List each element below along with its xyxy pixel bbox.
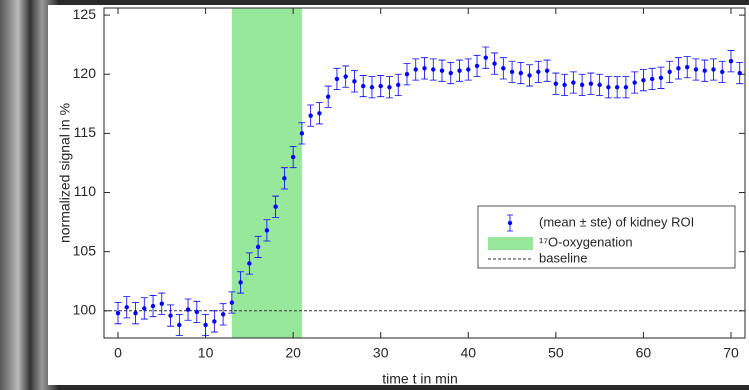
data-point: [667, 70, 671, 74]
data-point: [273, 205, 277, 209]
data-point: [510, 70, 514, 74]
data-point: [449, 71, 453, 75]
data-point: [440, 68, 444, 72]
data-point: [160, 301, 164, 305]
data-point: [168, 313, 172, 317]
data-point: [615, 85, 619, 89]
data-point: [343, 74, 347, 78]
y-tick-label: 120: [73, 65, 97, 81]
data-point: [475, 64, 479, 68]
data-point: [291, 155, 295, 159]
data-point: [238, 280, 242, 284]
data-point: [405, 72, 409, 76]
data-point: [554, 81, 558, 85]
legend-band: [488, 237, 533, 250]
chart: time t in min normalized signal in % 0 10…: [0, 0, 749, 390]
data-point: [711, 67, 715, 71]
data-point: [457, 68, 461, 72]
data-point: [641, 78, 645, 82]
data-point: [414, 67, 418, 71]
x-tick-label: 0: [114, 345, 122, 361]
data-point: [685, 65, 689, 69]
data-point: [606, 85, 610, 89]
y-axis-label: normalized signal in %: [57, 103, 73, 243]
data-point: [326, 95, 330, 99]
x-tick-label: 20: [285, 345, 301, 361]
data-point: [527, 73, 531, 77]
data-point: [501, 66, 505, 70]
data-point: [545, 68, 549, 72]
data-point: [247, 261, 251, 265]
page: time t in min normalized signal in % 0 10…: [0, 0, 749, 390]
y-tick-label: 110: [74, 183, 97, 199]
data-point: [624, 85, 628, 89]
data-point: [729, 59, 733, 63]
data-point: [125, 305, 129, 309]
data-point: [308, 113, 312, 117]
x-axis-label: time t in min: [382, 371, 457, 387]
data-point: [562, 83, 566, 87]
data-point: [203, 323, 207, 327]
data-point: [580, 83, 584, 87]
legend-label: baseline: [539, 250, 587, 265]
data-point: [177, 323, 181, 327]
data-point: [694, 67, 698, 71]
oxygenation-band: [232, 8, 302, 338]
data-point: [352, 79, 356, 83]
data-point: [361, 84, 365, 88]
legend-label: (mean ± ste) of kidney ROI: [539, 214, 694, 229]
data-point: [738, 71, 742, 75]
x-tick-label: 60: [636, 345, 652, 361]
data-point: [151, 304, 155, 308]
data-point: [536, 70, 540, 74]
data-point: [597, 83, 601, 87]
data-point: [387, 85, 391, 89]
x-tick-label: 70: [723, 345, 739, 361]
data-point: [519, 71, 523, 75]
data-point: [317, 111, 321, 115]
data-point: [195, 310, 199, 314]
legend-label: ¹⁷O-oxygenation: [539, 234, 633, 249]
data-point: [221, 312, 225, 316]
data-point: [335, 77, 339, 81]
x-tick-label: 50: [548, 345, 564, 361]
data-point: [431, 67, 435, 71]
data-point: [230, 300, 234, 304]
data-point: [379, 84, 383, 88]
x-tick-label: 40: [460, 345, 476, 361]
data-point: [265, 228, 269, 232]
data-point: [703, 68, 707, 72]
x-tick-label: 10: [198, 345, 214, 361]
data-point: [282, 176, 286, 180]
data-point: [186, 307, 190, 311]
y-tick-label: 100: [73, 301, 97, 317]
data-point: [659, 76, 663, 80]
data-point: [212, 319, 216, 323]
legend-point: [508, 221, 512, 225]
y-tick-label: 115: [74, 124, 97, 140]
x-tick-label: 30: [373, 345, 389, 361]
data-point: [720, 70, 724, 74]
figure-panel: [48, 5, 749, 385]
data-point: [142, 306, 146, 310]
data-point: [650, 77, 654, 81]
data-point: [484, 55, 488, 59]
data-point: [256, 245, 260, 249]
data-point: [676, 66, 680, 70]
y-tick-label: 125: [73, 6, 97, 22]
data-point: [492, 61, 496, 65]
data-point: [300, 131, 304, 135]
y-tick-label: 105: [73, 242, 97, 258]
data-point: [466, 67, 470, 71]
data-point: [370, 85, 374, 89]
data-point: [589, 81, 593, 85]
data-point: [632, 80, 636, 84]
data-point: [396, 83, 400, 87]
data-point: [116, 311, 120, 315]
data-point: [133, 311, 137, 315]
data-point: [422, 66, 426, 70]
data-point: [571, 80, 575, 84]
